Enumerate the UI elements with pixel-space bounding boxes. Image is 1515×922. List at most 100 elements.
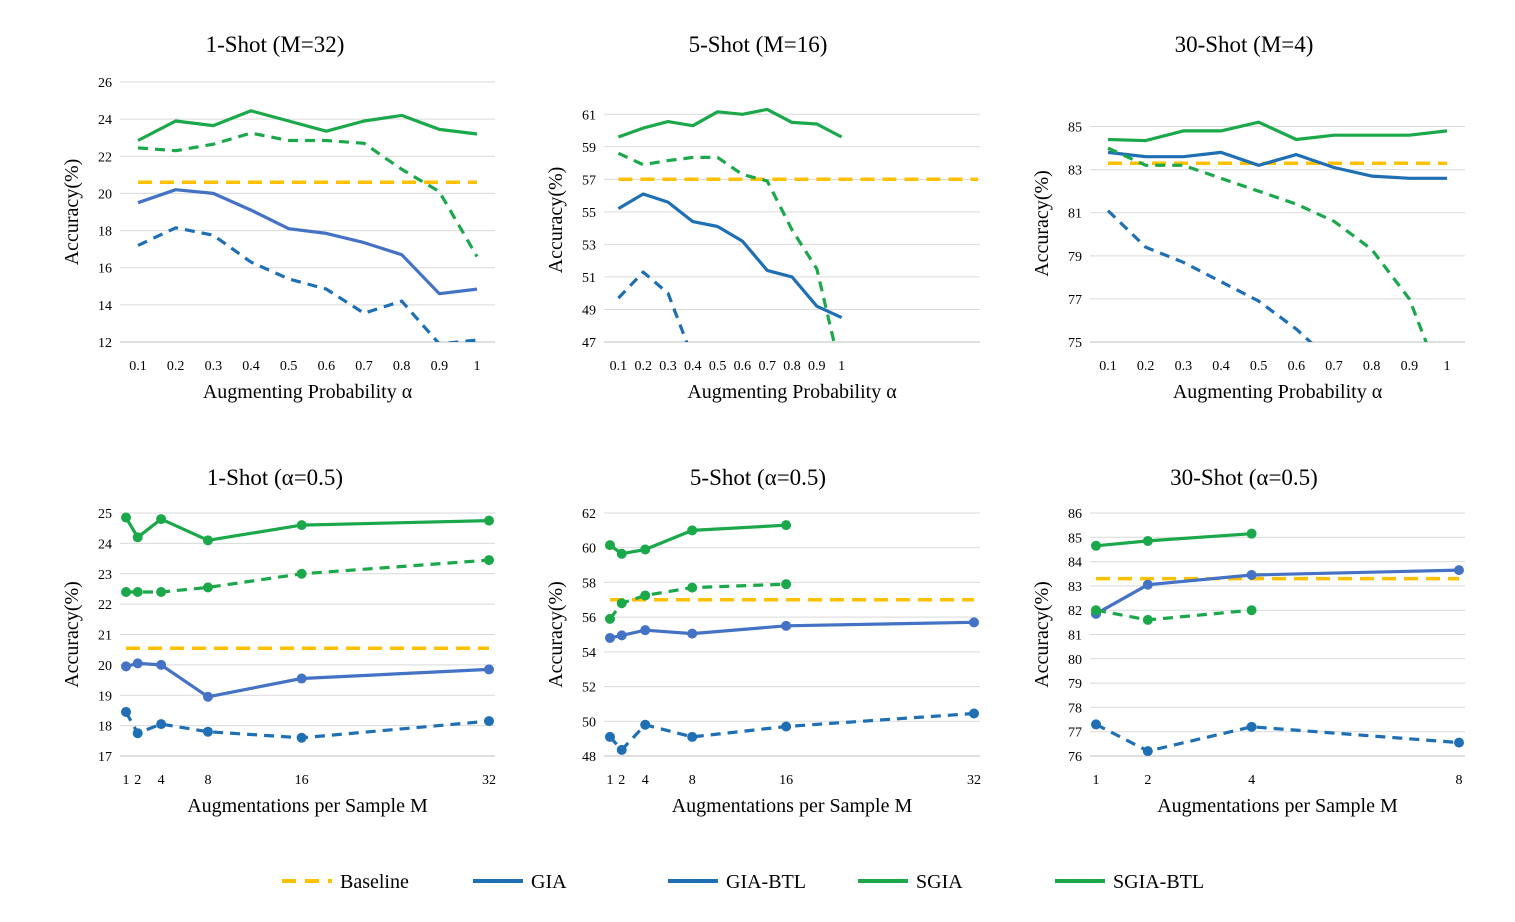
x-tick-label: 1 (607, 773, 614, 788)
data-point (605, 540, 615, 551)
data-point (640, 625, 651, 636)
y-tick-label: 77 (1068, 726, 1082, 741)
series-line-sgia (617, 107, 843, 139)
data-point (156, 514, 167, 525)
chart-panel-2: 47 49 51 53 55 57 59 61 0.1 0.2 0.3 0.4 0.5 0.6 0.7 0.8… (545, 32, 980, 403)
chart-panel-1: 12 14 16 18 20 22 24 26 0.1 0.2 0.3 0.4 0.5 0.6 0.7 0.8… (61, 32, 495, 403)
legend-label: Baseline (340, 871, 409, 893)
y-axis-label: Accuracy(%) (1031, 581, 1053, 688)
series-line-sgia-btl (1095, 608, 1252, 622)
y-tick-label: 86 (1068, 507, 1082, 522)
y-tick-label: 22 (98, 598, 112, 613)
y-tick-label: 78 (1068, 701, 1082, 716)
chart-panel-6: 76 77 78 79 80 81 82 83 84 85 86 1 2 4 8 30-Shot (α=0.5… (1031, 465, 1465, 817)
data-point (1091, 719, 1101, 730)
y-tick-label: 19 (98, 689, 112, 704)
y-tick-label: 24 (98, 537, 112, 552)
data-point (132, 586, 143, 597)
data-point (1246, 721, 1257, 732)
x-tick-label: 0.8 (393, 359, 411, 374)
data-point (156, 586, 167, 597)
y-tick-label: 79 (1068, 677, 1082, 692)
y-tick-label: 12 (98, 336, 112, 351)
x-tick-label: 0.7 (1325, 359, 1343, 374)
data-point (202, 582, 213, 593)
legend-label: SGIA (916, 871, 963, 893)
y-tick-label: 57 (582, 173, 596, 188)
x-tick-label: 8 (204, 773, 211, 788)
y-tick-label: 21 (98, 629, 112, 644)
series-line-gia (137, 188, 478, 296)
x-axis-label: Augmentations per Sample M (672, 795, 913, 817)
data-point (132, 658, 143, 669)
panel-title: 1-Shot (M=32) (206, 32, 345, 57)
x-tick-label: 8 (689, 773, 696, 788)
data-point (616, 744, 627, 755)
y-tick-label: 58 (582, 576, 596, 591)
x-tick-label: 1 (123, 773, 130, 788)
y-tick-label: 23 (98, 568, 112, 583)
series-line-sgia (137, 109, 478, 142)
panel-title: 30-Shot (α=0.5) (1170, 465, 1318, 490)
y-tick-label: 24 (98, 113, 112, 128)
x-tick-label: 0.2 (167, 359, 185, 374)
data-point (1142, 535, 1153, 546)
data-point (202, 726, 213, 737)
x-tick-label: 2 (1144, 773, 1151, 788)
x-tick-label: 0.4 (1212, 359, 1230, 374)
x-tick-label: 16 (779, 773, 793, 788)
series-line-gia (125, 661, 490, 699)
y-axis-label: Accuracy(%) (545, 167, 567, 274)
x-tick-label: 0.5 (280, 359, 298, 374)
x-tick-label: 0.8 (783, 359, 801, 374)
x-tick-label: 4 (1248, 773, 1255, 788)
x-tick-label: 0.6 (734, 359, 752, 374)
data-point (1246, 528, 1257, 539)
data-point (484, 555, 494, 566)
x-tick-label: 0.8 (1363, 359, 1381, 374)
data-point (605, 613, 615, 624)
data-point (156, 659, 167, 670)
series-line-gia (609, 620, 975, 640)
series-line-gia-btl (608, 711, 975, 752)
y-tick-label: 26 (98, 76, 112, 91)
y-tick-label: 51 (582, 271, 596, 286)
data-point (687, 628, 698, 639)
x-tick-label: 1 (1444, 359, 1451, 374)
data-point (1142, 746, 1153, 757)
data-point (484, 664, 494, 675)
x-tick-label: 32 (967, 773, 981, 788)
data-point (1091, 605, 1101, 616)
y-tick-label: 62 (582, 507, 596, 522)
data-point (202, 535, 213, 546)
x-tick-label: 0.3 (205, 359, 223, 374)
legend-label: GIA (531, 871, 567, 893)
x-axis-label: Augmentations per Sample M (1157, 795, 1398, 817)
x-tick-label: 0.4 (684, 359, 702, 374)
y-tick-label: 55 (582, 206, 596, 221)
y-tick-label: 60 (582, 542, 596, 557)
data-point (121, 512, 131, 523)
x-tick-label: 4 (158, 773, 165, 788)
x-tick-label: 0.5 (709, 359, 727, 374)
y-tick-label: 17 (98, 750, 112, 765)
series-line-gia-btl (124, 711, 490, 740)
series-line-gia (617, 192, 843, 320)
series-line-gia-btl (1095, 722, 1460, 753)
data-point (616, 630, 627, 641)
x-tick-label: 8 (1456, 773, 1463, 788)
data-point (605, 632, 615, 643)
x-tick-label: 2 (134, 773, 141, 788)
y-axis-label: Accuracy(%) (1031, 170, 1053, 277)
data-point (132, 728, 143, 739)
y-tick-label: 76 (1068, 750, 1082, 765)
y-tick-label: 61 (582, 108, 596, 123)
x-tick-label: 32 (482, 773, 496, 788)
y-tick-label: 20 (98, 187, 112, 202)
series-line-sgia (609, 523, 787, 556)
x-tick-label: 0.5 (1250, 359, 1268, 374)
y-tick-label: 81 (1068, 629, 1082, 644)
data-point (484, 716, 494, 727)
